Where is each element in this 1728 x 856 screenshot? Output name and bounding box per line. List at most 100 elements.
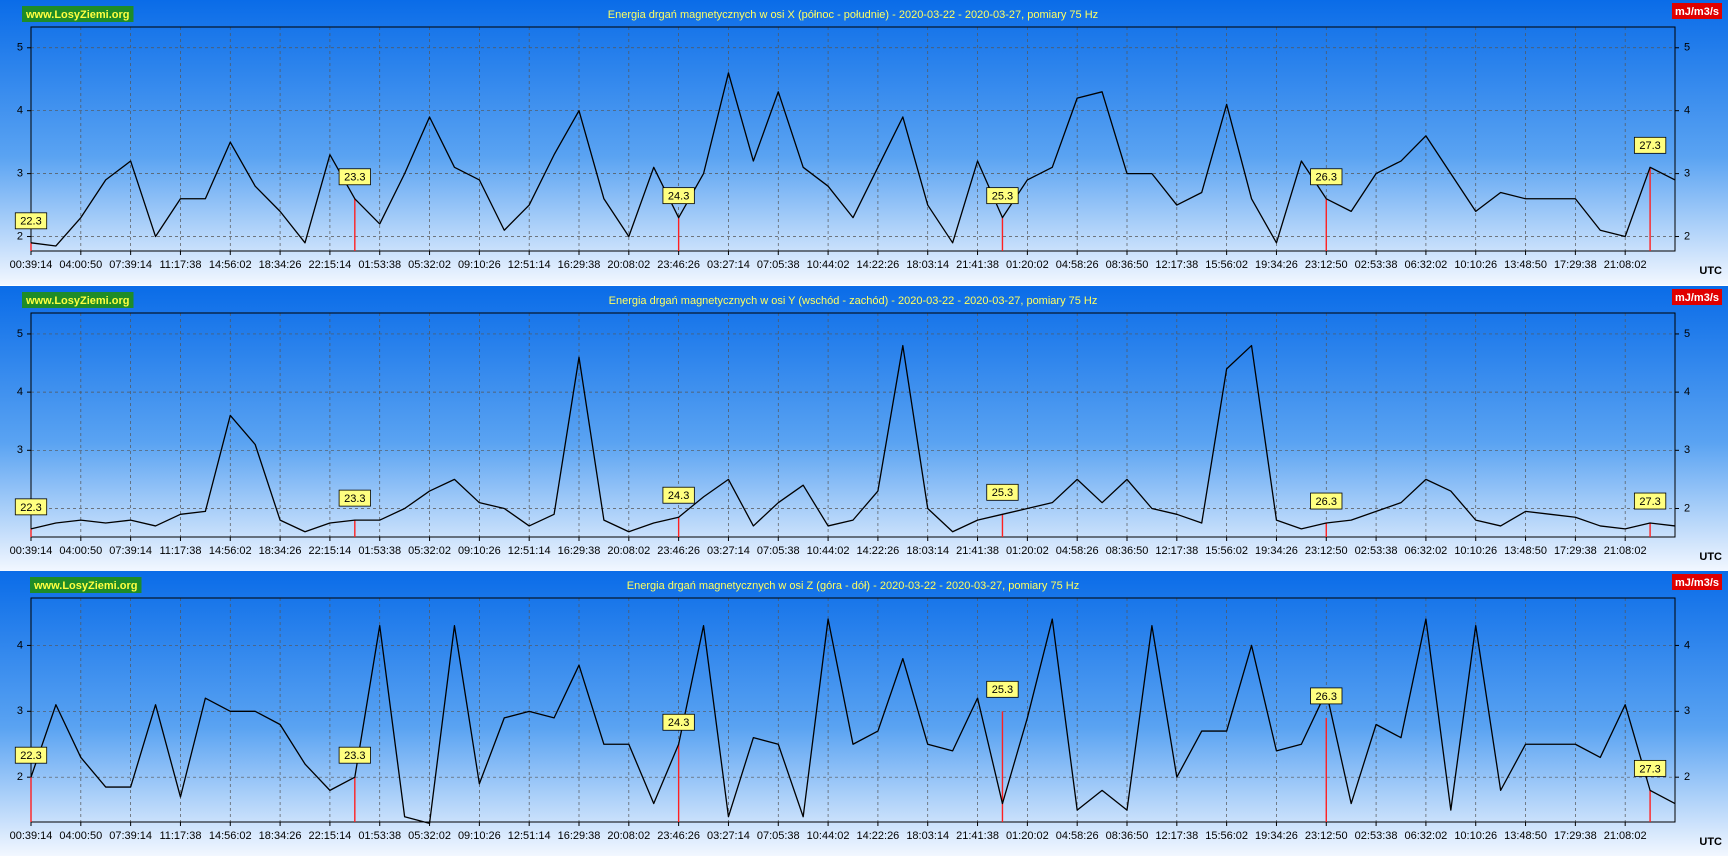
day-label-box: [986, 187, 1019, 205]
x-tick-label: 00:39:14: [10, 259, 53, 271]
day-label: 22.3: [20, 502, 41, 514]
x-tick-label: 10:10:26: [1454, 545, 1497, 557]
day-label: 23.3: [344, 172, 365, 184]
x-tick-label: 16:29:38: [558, 545, 601, 557]
day-label-box: [338, 168, 371, 186]
x-tick-label: 15:56:02: [1205, 830, 1248, 842]
x-tick-label: 02:53:38: [1355, 545, 1398, 557]
day-label: 22.3: [20, 216, 41, 228]
x-tick-label: 05:32:02: [408, 545, 451, 557]
x-tick-label: 12:51:14: [508, 259, 551, 271]
plot-frame: [30, 597, 1676, 823]
y2-tick-label: 3: [1684, 444, 1690, 456]
day-label: 22.3: [20, 750, 41, 762]
x-tick-label: 04:58:26: [1056, 259, 1099, 271]
unit-label-box: [1671, 574, 1722, 590]
x-tick-label: 10:44:02: [807, 259, 850, 271]
x-tick-label: 18:34:26: [259, 259, 302, 271]
panel-background: [0, 571, 1728, 856]
x-tick-label: 18:03:14: [906, 545, 949, 557]
panel-background: [0, 286, 1728, 571]
x-tick-label: 10:10:26: [1454, 259, 1497, 271]
x-tick-label: 20:08:02: [607, 830, 650, 842]
x-tick-label: 03:27:14: [707, 830, 750, 842]
y-tick-label: 2: [17, 771, 23, 783]
x-tick-label: 12:17:38: [1155, 259, 1198, 271]
chart-panel: 00:39:14 04:00:50 07:39:14 11:17:38 14:56:02…: [0, 571, 1728, 856]
site-label-box: [22, 292, 134, 308]
y-tick-label: 2: [17, 230, 23, 242]
day-label: 26.3: [1316, 496, 1337, 508]
x-tick-label: 01:20:02: [1006, 830, 1049, 842]
unit-label: mJ/m3/s: [1675, 6, 1719, 18]
x-tick-label: 19:34:26: [1255, 545, 1298, 557]
x-tick-label: 20:08:02: [607, 545, 650, 557]
x-tick-label: 08:36:50: [1106, 259, 1149, 271]
data-line: [30, 72, 1676, 247]
day-label: 24.3: [668, 490, 689, 502]
x-tick-label: 18:34:26: [259, 830, 302, 842]
day-label-box: [986, 483, 1019, 501]
x-tick-label: 19:34:26: [1255, 830, 1298, 842]
x-tick-label: 17:29:38: [1554, 545, 1597, 557]
day-label: 24.3: [668, 191, 689, 203]
x-tick-label: 09:10:26: [458, 830, 501, 842]
x-tick-label: 12:17:38: [1155, 545, 1198, 557]
x-tick-label: 01:53:38: [358, 830, 401, 842]
day-label-box: [338, 746, 371, 764]
chart-panel: 00:39:14 04:00:50 07:39:14 11:17:38 14:56:02…: [0, 0, 1728, 285]
y2-tick-label: 4: [1684, 639, 1690, 651]
plot-frame: [30, 26, 1676, 252]
x-tick-label: 07:39:14: [109, 545, 152, 557]
x-axis-label: UTC: [1699, 836, 1722, 848]
y-tick-label: 4: [17, 386, 23, 398]
x-tick-label: 17:29:38: [1554, 830, 1597, 842]
y2-tick-label: 3: [1684, 705, 1690, 717]
x-tick-label: 00:39:14: [10, 830, 53, 842]
x-tick-label: 11:17:38: [159, 259, 201, 271]
day-label: 26.3: [1316, 172, 1337, 184]
day-label-box: [1633, 136, 1667, 154]
x-tick-label: 11:17:38: [159, 545, 201, 557]
day-label: 25.3: [992, 191, 1013, 203]
x-tick-label: 04:58:26: [1056, 545, 1099, 557]
x-tick-label: 23:12:50: [1305, 259, 1348, 271]
x-tick-label: 03:27:14: [707, 259, 750, 271]
x-tick-label: 07:39:14: [109, 259, 152, 271]
x-tick-label: 06:32:02: [1404, 545, 1447, 557]
x-tick-label: 05:32:02: [408, 259, 451, 271]
x-tick-label: 09:10:26: [458, 259, 501, 271]
x-tick-label: 06:32:02: [1404, 830, 1447, 842]
x-tick-label: 06:32:02: [1404, 259, 1447, 271]
y2-tick-label: 4: [1684, 105, 1690, 117]
site-label-box: [22, 6, 134, 22]
x-tick-label: 01:53:38: [358, 545, 401, 557]
y-tick-label: 5: [17, 42, 23, 54]
x-tick-label: 02:53:38: [1355, 830, 1398, 842]
unit-label: mJ/m3/s: [1675, 292, 1719, 304]
day-label-box: [1633, 759, 1667, 777]
x-tick-label: 03:27:14: [707, 545, 750, 557]
x-tick-label: 13:48:50: [1504, 259, 1547, 271]
day-label-box: [662, 187, 695, 205]
y2-tick-label: 2: [1684, 771, 1690, 783]
x-tick-label: 22:15:14: [308, 830, 351, 842]
x-tick-label: 19:34:26: [1255, 259, 1298, 271]
day-label-box: [1310, 687, 1343, 705]
x-tick-label: 17:29:38: [1554, 259, 1597, 271]
x-tick-label: 08:36:50: [1106, 830, 1149, 842]
y2-tick-label: 2: [1684, 230, 1690, 242]
x-tick-label: 23:12:50: [1305, 545, 1348, 557]
x-tick-label: 04:00:50: [59, 545, 102, 557]
y2-tick-label: 5: [1684, 42, 1690, 54]
day-label: 27.3: [1639, 763, 1660, 775]
panel-background: [0, 0, 1728, 285]
day-label: 26.3: [1316, 691, 1337, 703]
plot-frame: [30, 312, 1676, 538]
chart-title: Energia drgań magnetycznych w osi Y (wsc…: [609, 295, 1098, 307]
x-tick-label: 22:15:14: [308, 545, 351, 557]
x-tick-label: 23:46:26: [657, 830, 700, 842]
day-label-box: [986, 680, 1019, 698]
x-tick-label: 04:00:50: [59, 830, 102, 842]
